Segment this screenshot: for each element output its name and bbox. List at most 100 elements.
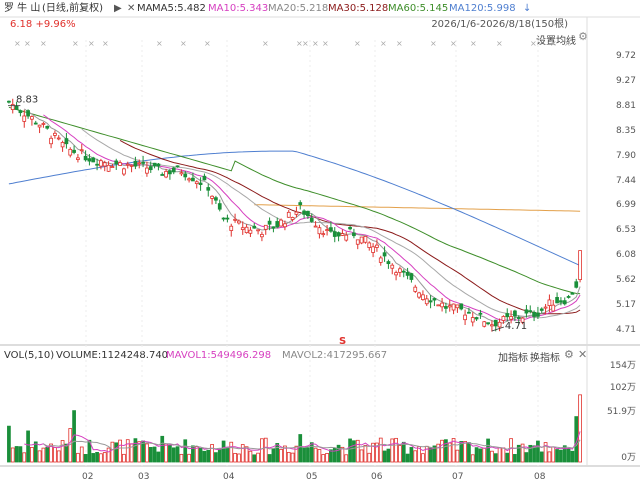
volume-bar xyxy=(240,444,245,463)
volume-bar xyxy=(49,443,53,463)
volume-bar xyxy=(290,452,295,463)
down-arrow-icon[interactable]: ↓ xyxy=(523,3,532,14)
volume-bar xyxy=(340,446,345,463)
candle-body xyxy=(375,244,379,248)
change-indicator-button[interactable]: 换指标 xyxy=(530,353,560,364)
volume-bar xyxy=(440,439,444,463)
ma30-line xyxy=(119,139,581,315)
candle-body xyxy=(398,268,402,273)
candle-body xyxy=(424,298,429,305)
price-tick-label: 6.53 xyxy=(615,225,636,236)
candle-body xyxy=(240,227,245,230)
volume-bar xyxy=(87,439,92,463)
candle-body xyxy=(478,312,483,315)
volume-bar xyxy=(486,438,490,463)
candle-body xyxy=(37,124,42,128)
price-tick-label: 8.35 xyxy=(615,125,636,136)
settings-ma-button[interactable]: 设置均线 xyxy=(536,36,576,47)
volume-bar xyxy=(64,443,69,463)
volume-bar xyxy=(102,452,107,463)
volume-bar xyxy=(371,442,375,463)
volume-tick-label: 51.9万 xyxy=(606,407,636,417)
candle-body xyxy=(148,166,153,171)
candle-body xyxy=(233,218,237,221)
volume-bar xyxy=(497,447,502,463)
volume-bar xyxy=(566,448,571,463)
candle-body xyxy=(329,227,333,232)
volume-bar xyxy=(528,444,533,463)
candle-body xyxy=(513,310,517,317)
candle-body xyxy=(64,138,69,145)
volume-bar xyxy=(459,441,464,463)
low-marker-label: 4.71 xyxy=(505,321,527,332)
event-marker-x: × xyxy=(24,39,31,48)
candle-body xyxy=(175,165,180,168)
candle-body xyxy=(41,123,46,125)
ma-label[interactable]: MA xyxy=(137,3,153,14)
candle-body xyxy=(271,226,276,229)
price-tick-label: 6.08 xyxy=(615,250,636,261)
candle-body xyxy=(237,220,241,224)
volume-bar xyxy=(286,452,291,463)
candle-body xyxy=(145,167,149,174)
candle-body xyxy=(260,234,264,238)
candle-body xyxy=(363,235,368,243)
volume-bar xyxy=(271,448,276,463)
candle-body xyxy=(87,158,92,162)
volume-bar xyxy=(505,452,510,463)
volume-bar xyxy=(390,438,395,463)
candle-body xyxy=(83,155,88,161)
volume-bar xyxy=(539,451,544,463)
volume-bar xyxy=(122,453,126,463)
candle-body xyxy=(7,100,11,103)
candle-body xyxy=(459,303,464,310)
volume-bar xyxy=(355,439,360,463)
price-tick-label: 6.99 xyxy=(615,200,636,211)
volume-bar xyxy=(252,454,257,463)
volume-bar xyxy=(187,453,191,463)
price-tick-label: 7.90 xyxy=(615,150,636,161)
month-label: 02 xyxy=(82,472,94,482)
add-indicator-button[interactable]: 加指标 xyxy=(498,353,528,364)
candle-body xyxy=(141,161,145,164)
period-mode[interactable]: (日线,前复权) xyxy=(42,3,103,14)
volume-bar xyxy=(160,435,165,463)
candle-body xyxy=(344,234,349,241)
volume-bar xyxy=(225,448,230,463)
candle-body xyxy=(194,181,199,185)
candle-body xyxy=(551,304,556,312)
volume-bar xyxy=(421,453,425,463)
settings-icon[interactable]: ⚙ xyxy=(564,348,574,361)
volume-bar xyxy=(474,447,479,463)
mavol2-line xyxy=(43,439,581,451)
candle-body xyxy=(206,187,211,191)
close-icon[interactable]: ✕ xyxy=(127,3,136,14)
candle-body xyxy=(129,164,134,167)
candle-body xyxy=(49,137,53,145)
candle-body xyxy=(355,239,360,245)
close-panel-icon[interactable]: ✕ xyxy=(578,348,588,361)
candle-body xyxy=(440,302,444,308)
event-marker-x: × xyxy=(312,39,319,48)
volume-bar xyxy=(367,452,372,463)
vol-label: VOL(5,10) xyxy=(4,350,55,361)
candle-body xyxy=(99,160,103,167)
volume-bar xyxy=(436,443,441,463)
candle-body xyxy=(543,306,548,309)
candle-body xyxy=(306,210,310,217)
event-marker-x: × xyxy=(102,39,109,48)
volume-header: VOL(5,10) VOLUME:1124248.740 MAVOL1:5494… xyxy=(0,349,640,363)
candle-body xyxy=(505,313,510,318)
volume-bar xyxy=(428,447,433,463)
candle-body xyxy=(152,162,157,167)
volume-bar xyxy=(198,448,203,463)
candle-body xyxy=(463,314,467,321)
candle-body xyxy=(114,160,119,165)
candle-body xyxy=(321,233,326,236)
candle-body xyxy=(14,105,19,110)
volume-bar xyxy=(283,445,287,463)
volume-bar xyxy=(382,450,387,463)
gear-icon[interactable]: ⚙ xyxy=(578,30,588,43)
play-icon[interactable]: ▶ xyxy=(114,3,122,14)
